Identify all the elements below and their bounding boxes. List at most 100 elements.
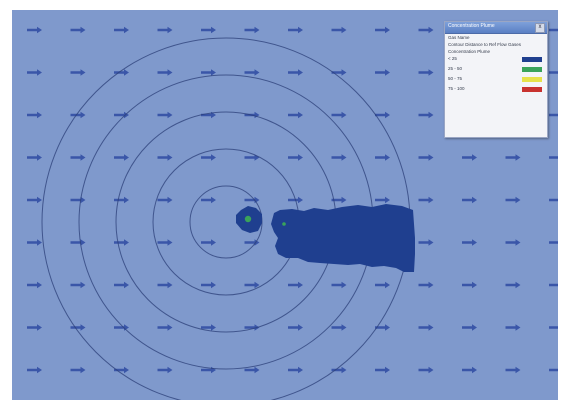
wind-arrow-icon bbox=[114, 111, 129, 119]
wind-arrow-icon bbox=[462, 281, 477, 289]
legend-entry: 50 - 75 bbox=[445, 75, 547, 85]
wind-arrow-icon bbox=[157, 26, 173, 34]
wind-arrow-icon bbox=[331, 154, 347, 161]
wind-arrow-icon bbox=[375, 111, 390, 119]
wind-arrow-icon bbox=[27, 196, 42, 204]
wind-arrow-icon bbox=[331, 111, 347, 119]
wind-arrow-icon bbox=[549, 198, 558, 202]
wind-arrow-icon bbox=[27, 366, 42, 374]
wind-arrow-icon bbox=[70, 281, 86, 289]
wind-arrow-icon bbox=[114, 196, 129, 204]
wind-arrow-icon bbox=[244, 324, 260, 331]
wind-arrow-icon bbox=[157, 324, 173, 331]
legend-entry-label: 50 - 75 bbox=[448, 76, 463, 81]
source-marker-secondary-icon[interactable] bbox=[282, 222, 286, 226]
wind-arrow-icon bbox=[505, 196, 521, 204]
legend-entry: 25 - 50 bbox=[445, 65, 547, 75]
wind-arrow-icon bbox=[288, 324, 303, 331]
wind-arrow-icon bbox=[549, 241, 558, 244]
wind-arrow-icon bbox=[549, 283, 558, 287]
plume-main-body[interactable] bbox=[271, 204, 415, 272]
wind-arrow-icon bbox=[27, 111, 42, 119]
wind-arrow-icon bbox=[157, 366, 173, 374]
legend-swatch-very-high bbox=[522, 87, 542, 92]
wind-arrow-icon bbox=[70, 69, 86, 76]
wind-arrow-icon bbox=[331, 366, 347, 374]
wind-arrow-icon bbox=[288, 154, 303, 161]
wind-arrow-icon bbox=[505, 281, 521, 289]
wind-arrow-icon bbox=[462, 154, 477, 161]
wind-arrow-icon bbox=[27, 69, 42, 76]
wind-arrow-icon bbox=[549, 71, 558, 74]
wind-arrow-icon bbox=[157, 69, 173, 76]
wind-arrow-icon bbox=[114, 239, 129, 246]
wind-arrow-icon bbox=[549, 28, 558, 32]
legend-entry-label: < 25 bbox=[448, 56, 457, 61]
wind-arrow-icon bbox=[244, 69, 260, 76]
wind-arrow-icon bbox=[418, 69, 434, 76]
wind-arrow-icon bbox=[201, 239, 216, 246]
wind-arrow-icon bbox=[70, 26, 86, 34]
wind-arrow-icon bbox=[201, 26, 216, 34]
wind-arrow-icon bbox=[244, 154, 260, 161]
wind-arrow-icon bbox=[201, 111, 216, 119]
wind-arrow-icon bbox=[157, 111, 173, 119]
source-marker-icon[interactable] bbox=[244, 215, 252, 223]
legend-swatch-low bbox=[522, 57, 542, 62]
wind-arrow-icon bbox=[201, 154, 216, 161]
legend-subtitle: Concentration Plume bbox=[448, 49, 491, 54]
wind-arrow-icon bbox=[157, 281, 173, 289]
wind-arrow-icon bbox=[375, 281, 390, 289]
wind-arrow-icon bbox=[418, 366, 434, 374]
wind-arrow-icon bbox=[375, 366, 390, 374]
legend-swatch-high bbox=[522, 77, 542, 82]
legend-entry-label: 25 - 50 bbox=[448, 66, 463, 71]
wind-arrow-icon bbox=[201, 196, 216, 204]
wind-arrow-icon bbox=[549, 326, 558, 329]
wind-arrow-icon bbox=[462, 324, 477, 331]
wind-arrow-icon bbox=[157, 196, 173, 204]
legend-window[interactable]: Concentration Plume x Gas Name Contour D… bbox=[444, 21, 548, 138]
wind-arrow-icon bbox=[505, 366, 521, 374]
wind-arrow-icon bbox=[27, 324, 42, 331]
legend-close-button[interactable]: x bbox=[535, 23, 545, 33]
concentration-plume[interactable] bbox=[236, 204, 415, 272]
legend-entry: < 25 bbox=[445, 55, 547, 65]
wind-arrow-icon bbox=[157, 154, 173, 161]
wind-arrow-icon bbox=[70, 239, 86, 246]
wind-arrow-icon bbox=[114, 26, 129, 34]
wind-arrow-field bbox=[27, 26, 558, 374]
wind-arrow-icon bbox=[27, 239, 42, 246]
wind-arrow-icon bbox=[418, 154, 434, 161]
wind-arrow-icon bbox=[70, 111, 86, 119]
legend-title: Concentration Plume bbox=[448, 23, 495, 29]
wind-arrow-icon bbox=[549, 368, 558, 372]
wind-arrow-icon bbox=[549, 156, 558, 159]
wind-arrow-icon bbox=[462, 239, 477, 246]
wind-arrow-icon bbox=[70, 366, 86, 374]
legend-gas-name: Gas Name bbox=[448, 35, 470, 40]
wind-arrow-icon bbox=[418, 239, 434, 246]
wind-arrow-icon bbox=[70, 324, 86, 331]
wind-arrow-icon bbox=[331, 324, 347, 331]
wind-arrow-icon bbox=[27, 26, 42, 34]
wind-arrow-icon bbox=[114, 154, 129, 161]
wind-arrow-icon bbox=[331, 281, 347, 289]
map-canvas[interactable] bbox=[12, 10, 558, 400]
wind-arrow-icon bbox=[244, 26, 260, 34]
wind-arrow-icon bbox=[418, 281, 434, 289]
legend-titlebar[interactable]: Concentration Plume x bbox=[445, 22, 547, 34]
wind-arrow-icon bbox=[375, 196, 390, 204]
wind-arrow-icon bbox=[331, 196, 347, 204]
wind-arrow-icon bbox=[375, 324, 390, 331]
wind-arrow-icon bbox=[462, 196, 477, 204]
wind-arrow-icon bbox=[27, 281, 42, 289]
wind-arrow-icon bbox=[201, 324, 216, 331]
wind-arrow-icon bbox=[375, 26, 390, 34]
wind-arrow-icon bbox=[70, 196, 86, 204]
wind-arrow-icon bbox=[114, 366, 129, 374]
wind-arrow-icon bbox=[114, 69, 129, 76]
wind-arrow-icon bbox=[70, 154, 86, 161]
legend-description: Contour Distance to Ref Flow Gases bbox=[448, 42, 522, 47]
